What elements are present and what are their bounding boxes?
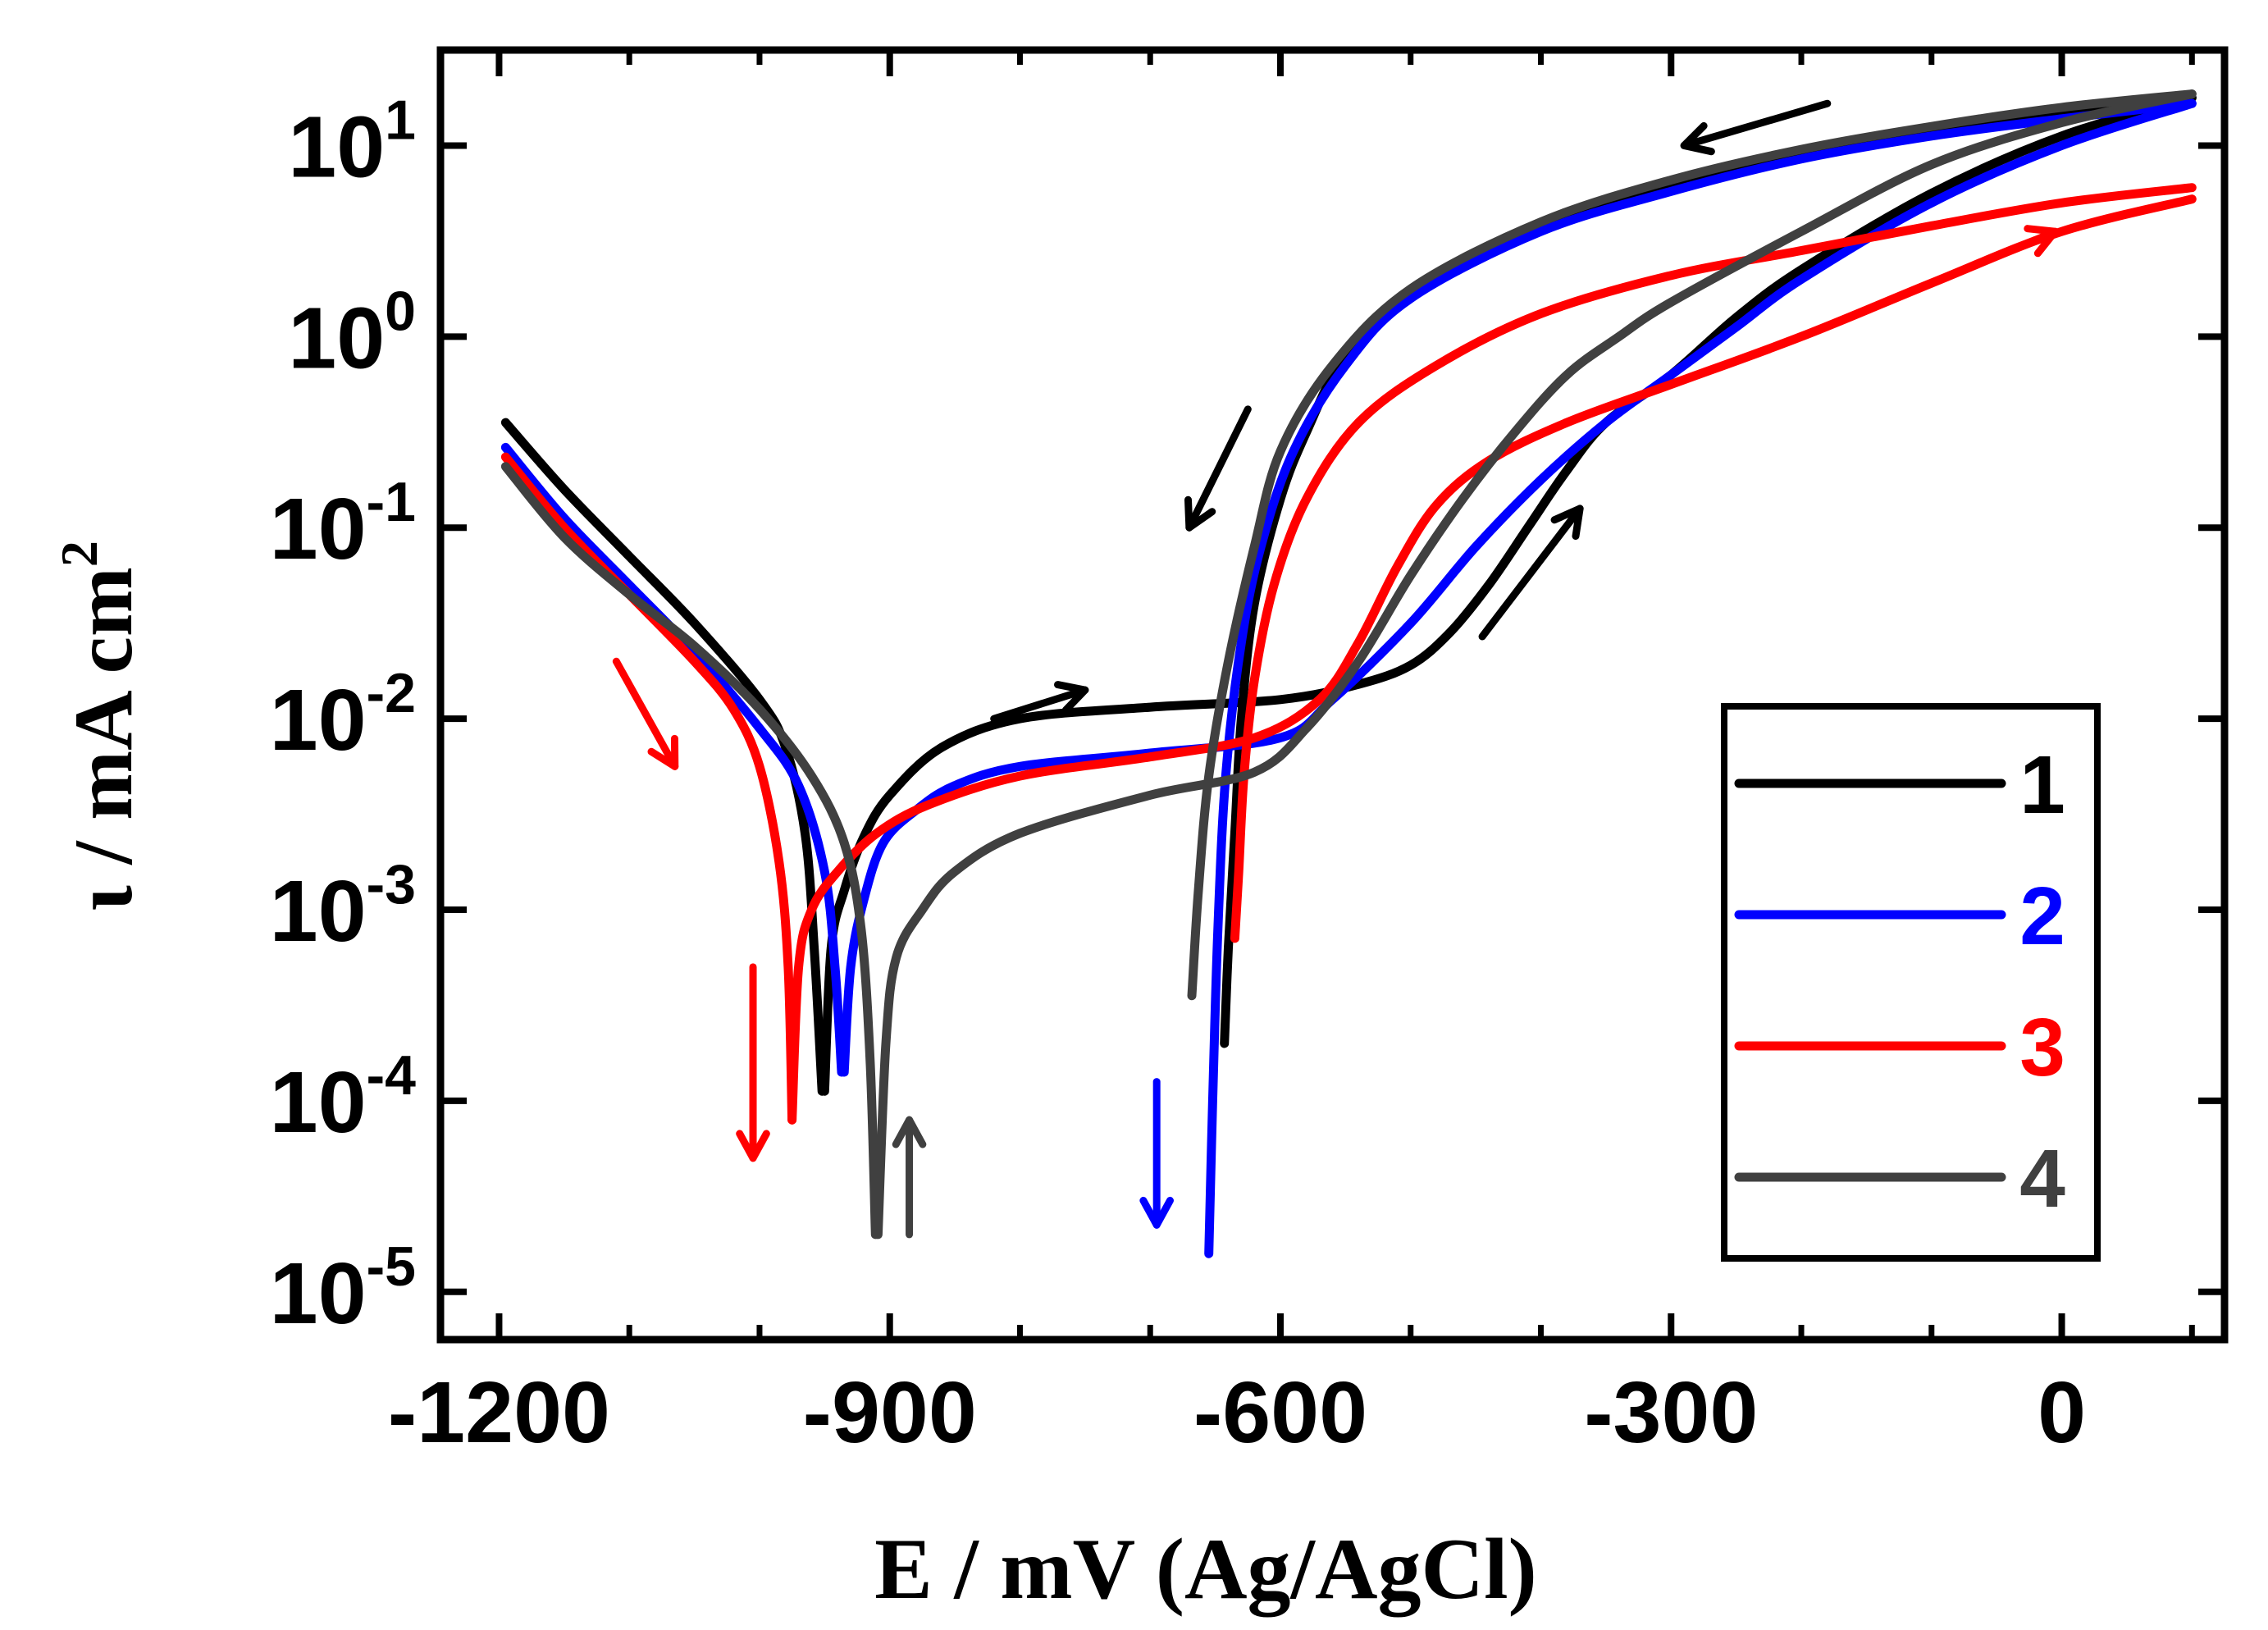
legend-item-2: 2 <box>1734 870 2065 962</box>
y-axis-label: ι / mA cm2 <box>50 541 150 911</box>
series-1-branch-2 <box>819 93 2197 1096</box>
series-4 <box>500 89 2197 1240</box>
legend-label: 4 <box>2019 1133 2065 1225</box>
y-tick-label: 100 <box>288 280 416 386</box>
direction-arrow <box>1928 225 2060 287</box>
series-4-branch-1 <box>500 462 880 1240</box>
direction-arrows-layer <box>612 99 2060 1239</box>
x-axis-ticks: -1200 -900 -600 -300 0 <box>388 50 2195 1461</box>
plot-area-frame <box>436 46 2229 1344</box>
direction-arrow <box>1139 1078 1174 1229</box>
y-tick-label: 10-2 <box>270 662 416 769</box>
series-2-branch-3 <box>1204 98 2197 1258</box>
y-axis-unit-exponent: 2 <box>50 541 108 567</box>
y-tick-label: 101 <box>288 89 416 195</box>
legend-box <box>1721 703 2101 1262</box>
series-1-branch-1 <box>500 418 827 1096</box>
legend-label: 3 <box>2019 1002 2065 1094</box>
y-axis-symbol: ι <box>57 885 150 911</box>
legend-item-4: 4 <box>1734 1133 2065 1225</box>
direction-arrow <box>1184 405 1252 532</box>
y-tick-label: 10-4 <box>270 1044 417 1151</box>
direction-arrow <box>736 963 770 1162</box>
direction-arrow <box>612 657 679 770</box>
y-tick-label: 10-3 <box>270 853 416 960</box>
series-4-branch-2 <box>873 89 2197 1240</box>
legend-label: 2 <box>2019 870 2065 962</box>
legend-item-3: 3 <box>1734 1002 2065 1094</box>
direction-arrow <box>990 681 1089 723</box>
x-tick-label: -1200 <box>388 1364 610 1461</box>
x-axis-label: E / mV (Ag/AgCl) <box>874 1521 1537 1617</box>
direction-arrow <box>892 1116 927 1239</box>
series-3-branch-2 <box>787 194 2197 1125</box>
x-tick-label: -300 <box>1584 1364 1758 1461</box>
series-2-branch-2 <box>839 98 2197 1077</box>
legend: 1 2 3 4 <box>1721 703 2101 1262</box>
legend-item-1: 1 <box>1734 739 2065 831</box>
series-3-branch-1 <box>500 452 797 1125</box>
direction-arrow <box>1478 505 1584 641</box>
series-2 <box>500 98 2197 1258</box>
direction-arrow <box>1680 99 1832 156</box>
series-3 <box>500 183 2197 1125</box>
y-axis-unit: / mA cm <box>57 567 150 885</box>
data-series-layer <box>500 89 2197 1258</box>
x-tick-label: -900 <box>803 1364 977 1461</box>
y-tick-label: 10-1 <box>270 471 416 578</box>
series-3-branch-3 <box>1230 183 2197 943</box>
x-tick-label: -600 <box>1193 1364 1367 1461</box>
series-2-branch-1 <box>500 442 847 1077</box>
series-4-branch-3 <box>1187 89 2197 1001</box>
legend-label: 1 <box>2019 739 2065 831</box>
x-tick-label: 0 <box>2038 1364 2086 1461</box>
y-tick-label: 10-5 <box>270 1235 416 1342</box>
y-axis-ticks: 101 100 10-1 10-2 10-3 10-4 10-5 <box>270 89 2225 1342</box>
